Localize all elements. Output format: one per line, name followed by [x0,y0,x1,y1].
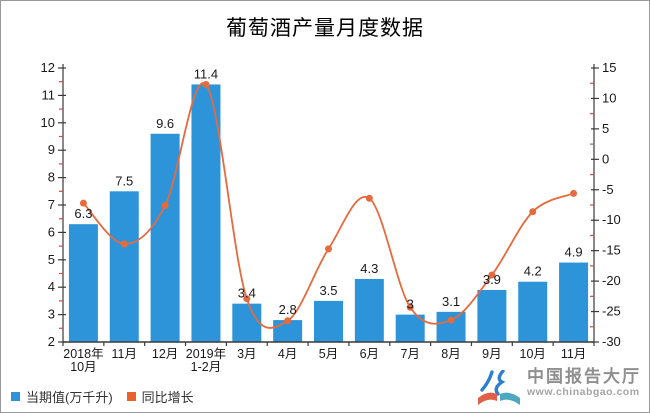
y-right-tick-label: -30 [602,334,621,349]
bar-value-label: 7.5 [115,173,133,188]
bar [232,303,262,342]
bar-value-label: 4.3 [360,261,378,276]
line-marker [447,316,455,324]
bar [150,133,180,342]
legend-line-label: 同比增长 [141,390,194,405]
x-axis-tick-label: 8月 [441,347,460,361]
x-axis-tick-label: 9月 [482,347,501,361]
watermark-text-block: 中国报告大厅 www.chinabgao.com [527,368,641,398]
x-axis-tick-label: 11月 [112,347,137,361]
y-left-tick-label: 6 [48,224,55,239]
x-axis-tick-label: 4月 [278,347,297,361]
legend-bar-label: 当期值(万千升) [26,390,113,405]
y-left-tick-label: 11 [42,87,56,102]
watermark-name: 中国报告大厅 [527,367,641,386]
bar-value-label: 3.5 [319,283,337,298]
bar [109,191,139,342]
y-left-tick-label: 3 [48,307,55,322]
y-right-tick-label: -20 [602,273,621,288]
line-marker [488,271,496,279]
x-axis-tick-label: 10月 [70,360,96,374]
bar-value-label: 3.9 [483,272,501,287]
bar-value-label: 6.3 [74,206,92,221]
bar [518,281,548,342]
bar [68,224,98,342]
y-left-tick-label: 9 [48,142,55,157]
y-left-tick-label: 5 [48,252,55,267]
x-axis-tick-label: 3月 [237,347,256,361]
x-axis-tick-label: 10月 [520,347,546,361]
bar-value-label: 3.4 [238,286,256,301]
watermark-logo: 中国报告大厅 www.chinabgao.com [476,368,641,408]
line-marker [161,202,169,210]
y-right-tick-label: 5 [602,121,609,136]
bar [436,311,466,342]
bar-value-label: 11.4 [194,66,218,81]
bar-value-label: 4.9 [565,245,583,260]
x-axis-tick-label: 2018年 [63,347,103,361]
line-marker [406,303,414,311]
bar [354,278,384,342]
bar-value-label: 3 [407,297,414,312]
line-marker [284,317,292,325]
x-axis-tick-label: 11月 [561,347,586,361]
growth-line [82,82,574,329]
line-marker [529,208,537,216]
bar-value-label: 3.1 [442,294,460,309]
line-marker [243,295,251,303]
bar-value-label: 9.6 [156,116,174,131]
bar-value-label: 2.8 [279,302,297,317]
y-right-tick-label: 15 [602,60,616,75]
bar-value-label: 4.2 [524,264,542,279]
y-left-tick-label: 10 [41,115,55,130]
y-left-tick-label: 4 [48,279,55,294]
bar [314,300,343,342]
bar [191,84,221,342]
chart-title: 葡萄酒产量月度数据 [226,17,424,40]
y-left-tick-label: 12 [41,60,55,75]
y-right-tick-label: -10 [602,212,621,227]
x-axis-tick-label: 7月 [400,347,419,361]
y-right-tick-label: 0 [602,151,609,166]
x-axis-tick-label: 5月 [319,347,338,361]
y-left-tick-label: 7 [48,197,55,212]
y-right-tick-label: 10 [602,90,616,105]
legend-bar-swatch [11,392,20,401]
x-axis-tick-label: 1-2月 [191,360,222,374]
bar [559,262,589,342]
bar [477,289,507,342]
line-marker [79,199,87,207]
line-marker [325,245,332,253]
y-left-tick-label: 8 [48,170,55,185]
line-marker [120,240,128,248]
legend: 当期值(万千升) 同比增长 [11,387,208,406]
x-axis-tick-label: 2019年 [186,347,226,361]
watermark-url: www.chinabgao.com [527,385,640,398]
legend-line-swatch [126,392,136,401]
x-axis-tick-label: 12月 [152,347,178,361]
x-axis-tick-label: 6月 [360,347,379,361]
chinabgao-logo-icon [478,370,520,405]
line-marker [202,80,210,88]
y-right-tick-label: -25 [602,304,621,319]
line-marker [365,194,373,202]
y-right-tick-label: -15 [602,243,621,258]
line-marker [570,189,578,197]
y-left-tick-label: 2 [48,334,55,349]
y-right-tick-label: -5 [602,182,614,197]
